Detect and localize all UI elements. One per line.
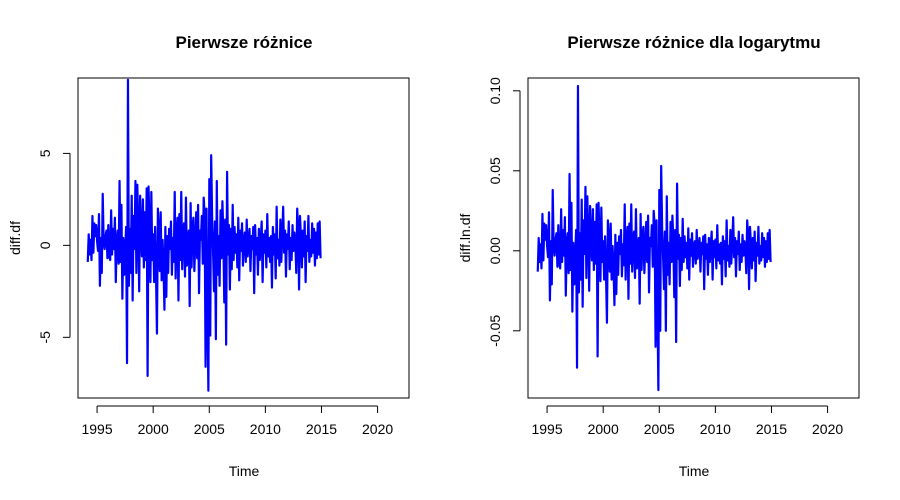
x-tick-label: 1995 xyxy=(81,421,112,437)
y-tick-label: 0.05 xyxy=(487,157,503,184)
y-tick-label: -5 xyxy=(37,331,53,344)
x-tick-label: 2005 xyxy=(194,421,225,437)
chart-title: Pierwsze różnice dla logarytmu xyxy=(567,33,820,52)
y-axis: -0.05 0.00 0.05 0.10 xyxy=(487,77,521,347)
y-axis-label: diff.ln.df xyxy=(457,214,473,263)
y-tick-label: -0.05 xyxy=(487,315,503,347)
x-axis: 1995 2000 2005 2010 2015 2020 xyxy=(531,405,843,437)
x-axis-label: Time xyxy=(229,463,260,479)
plot-frame xyxy=(527,77,860,399)
series-line xyxy=(536,84,772,392)
y-tick-label: 0 xyxy=(37,241,53,249)
x-tick-label: 2020 xyxy=(812,421,843,437)
x-tick-label: 1995 xyxy=(531,421,562,437)
x-tick-label: 2000 xyxy=(588,421,619,437)
series xyxy=(536,84,772,392)
y-axis-label: diff.df xyxy=(7,221,23,255)
panel-diff-log: Pierwsze różnice dla logarytmu 1995 2000 2… xyxy=(457,33,860,479)
y-tick-label: 5 xyxy=(37,149,53,157)
chart-title: Pierwsze różnice xyxy=(175,33,312,52)
x-axis: 1995 2000 2005 2010 2015 2020 xyxy=(81,405,393,437)
y-tick-label: 0.10 xyxy=(487,77,503,104)
y-axis: -5 0 5 xyxy=(37,149,71,344)
x-tick-label: 2020 xyxy=(362,421,393,437)
series-line xyxy=(86,78,322,392)
x-tick-label: 2015 xyxy=(756,421,787,437)
x-tick-label: 2005 xyxy=(644,421,675,437)
x-tick-label: 2000 xyxy=(138,421,169,437)
x-tick-label: 2010 xyxy=(700,421,731,437)
plot-frame xyxy=(77,77,410,399)
x-tick-label: 2010 xyxy=(250,421,281,437)
x-tick-label: 2015 xyxy=(306,421,337,437)
panel-diff: Pierwsze różnice 1995 2000 2005 2010 2015 202… xyxy=(7,33,410,479)
series xyxy=(86,78,322,392)
y-tick-label: 0.00 xyxy=(487,237,503,264)
x-axis-label: Time xyxy=(679,463,710,479)
